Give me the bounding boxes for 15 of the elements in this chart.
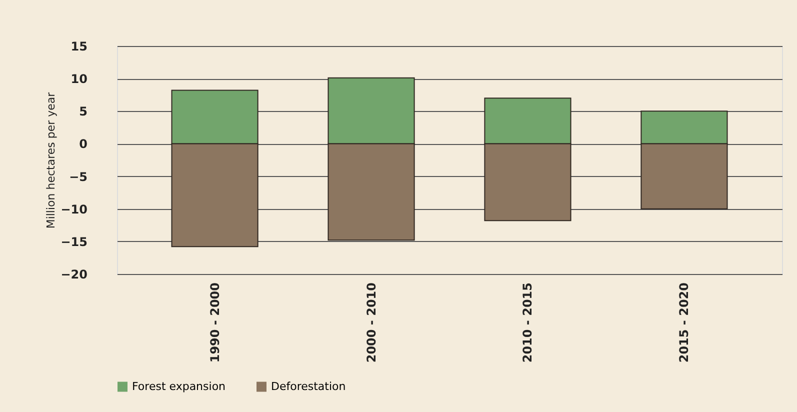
x-tick-label: 2000 - 2010	[364, 282, 378, 363]
x-tick-label: 1990 - 2000	[208, 282, 222, 363]
y-tick-label: −5	[69, 170, 88, 184]
y-tick-label: 0	[79, 137, 88, 152]
y-tick-label: −10	[60, 202, 88, 216]
y-tick-label: 5	[79, 104, 88, 119]
y-tick-label: −20	[60, 268, 88, 282]
y-axis-title: Million hectares per year	[44, 92, 58, 229]
y-tick-label: 10	[70, 72, 88, 86]
y-tick-label: 15	[70, 40, 88, 54]
y-tick-label: −15	[60, 234, 88, 249]
x-tick-label: 2015 - 2020	[677, 282, 692, 363]
legend-label: Deforestation	[271, 380, 346, 393]
x-tick-label: 2010 - 2015	[520, 282, 535, 363]
legend-label: Forest expansion	[132, 380, 226, 393]
